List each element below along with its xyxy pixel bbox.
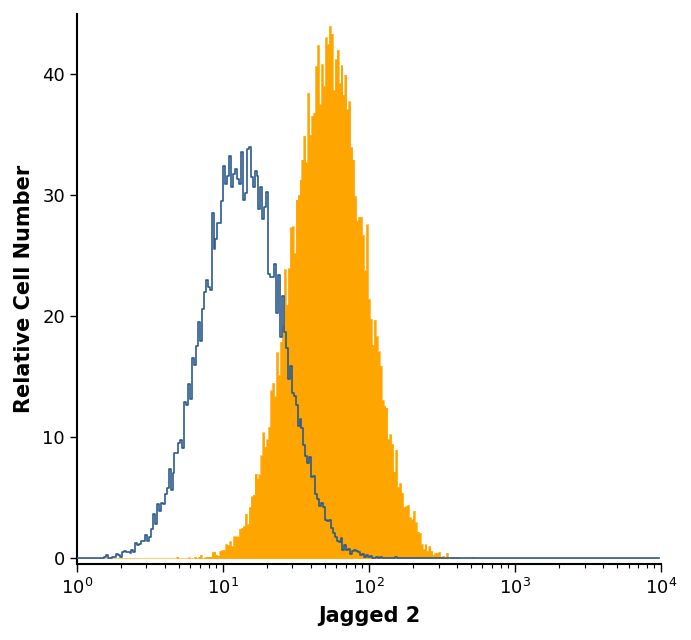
Y-axis label: Relative Cell Number: Relative Cell Number: [14, 165, 34, 413]
X-axis label: Jagged 2: Jagged 2: [318, 606, 420, 626]
